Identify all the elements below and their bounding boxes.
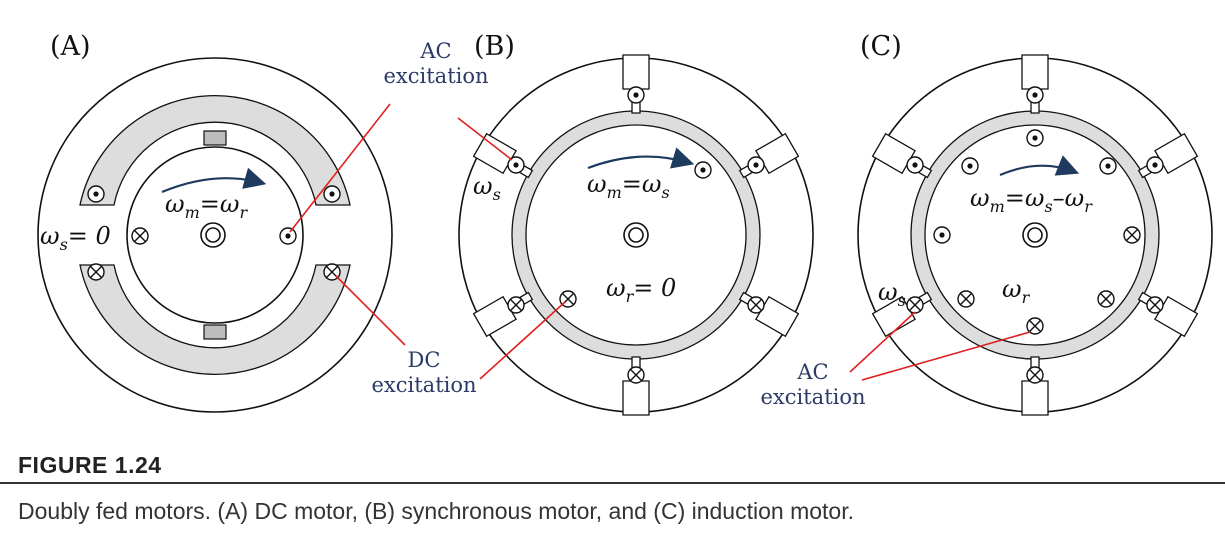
stator-current-in-icon: [1146, 296, 1164, 314]
panel-c-omega-s: ωs: [878, 278, 906, 310]
panel-c-omega-m-eq: ωm=ωs–ωr: [970, 184, 1093, 216]
interpole-bottom: [203, 324, 227, 340]
callout-line: [861, 331, 1031, 381]
callout-dc-line1: DC: [408, 348, 441, 372]
field-current-out-icon: [323, 185, 341, 203]
rotor-current-in-icon: [1097, 290, 1115, 308]
panel-b-label: (B): [474, 31, 515, 62]
callout-ac-bottom-line2: excitation: [760, 385, 865, 409]
rotor-current-out-icon: [1099, 157, 1117, 175]
panel-c: (C) ωm=ωs–ωr ωr ωs: [857, 31, 1213, 416]
callout-line: [289, 103, 391, 233]
callout-dc-line2: excitation: [371, 373, 476, 397]
rotor-current-out-icon: [933, 226, 951, 244]
stator-current-in-icon: [1026, 366, 1044, 384]
stator-current-in-icon: [747, 296, 765, 314]
rotor-current-in-icon: [1123, 226, 1141, 244]
stator-current-out-icon: [627, 86, 645, 104]
caption-divider: [0, 482, 1225, 484]
panel-b-omega-s: ωs: [473, 172, 501, 204]
stator-current-out-icon: [1026, 86, 1044, 104]
interpole-top: [203, 130, 227, 146]
figure-title: FIGURE 1.24: [18, 452, 162, 478]
panel-b-omega-r-eq: ωr= 0: [606, 274, 676, 306]
stator-current-in-icon: [906, 296, 924, 314]
dc-motor-stator-pole-upper: [79, 95, 351, 206]
armature-current-out-icon: [279, 227, 297, 245]
dc-motor-stator-pole-lower: [79, 264, 351, 375]
rotor-current-out-icon: [961, 157, 979, 175]
rotation-arrow: [587, 147, 695, 170]
callout-line: [479, 301, 566, 380]
panel-a-label: (A): [50, 31, 91, 62]
callouts: AC excitation DC excitation AC excitatio…: [289, 39, 1031, 409]
callout-line: [335, 275, 406, 346]
stator-current-out-icon: [906, 156, 924, 174]
shaft-icon: [1022, 222, 1048, 248]
panel-b-omega-m-eq: ωm=ωs: [587, 170, 670, 202]
panel-a-omega-m-eq: ωm=ωr: [165, 190, 248, 222]
callout-ac-top-line2: excitation: [383, 64, 488, 88]
figure-caption: Doubly fed motors. (A) DC motor, (B) syn…: [18, 498, 854, 524]
field-current-in-icon: [87, 263, 105, 281]
panel-b: (B) ωm=ωs ωr= 0 ωs: [458, 31, 814, 416]
field-current-in-icon: [131, 227, 149, 245]
rotation-arrow: [161, 167, 267, 194]
shaft-icon: [623, 222, 649, 248]
stator-current-in-icon: [627, 366, 645, 384]
panel-a: (A) ωm=ωr ωs= 0: [37, 31, 393, 413]
doubly-fed-motors-figure: (A) ωm=ωr ωs= 0 (B): [37, 31, 1213, 416]
rotor-current-in-icon: [957, 290, 975, 308]
rotor-current-out-icon: [1026, 129, 1044, 147]
stator-current-out-icon: [1146, 156, 1164, 174]
callout-line: [849, 311, 916, 373]
callout-line: [457, 117, 513, 161]
shaft-icon: [200, 222, 226, 248]
callout-ac-top-line1: AC: [419, 39, 451, 63]
stator-current-in-icon: [507, 296, 525, 314]
rotation-arrow: [999, 155, 1080, 177]
panel-c-omega-r: ωr: [1002, 275, 1031, 307]
panel-a-omega-s-eq: ωs= 0: [40, 222, 111, 254]
panel-c-label: (C): [860, 31, 902, 62]
field-current-out-icon: [87, 185, 105, 203]
rotor-current-out-icon: [694, 161, 712, 179]
stator-current-out-icon: [747, 156, 765, 174]
callout-ac-bottom-line1: AC: [796, 360, 828, 384]
